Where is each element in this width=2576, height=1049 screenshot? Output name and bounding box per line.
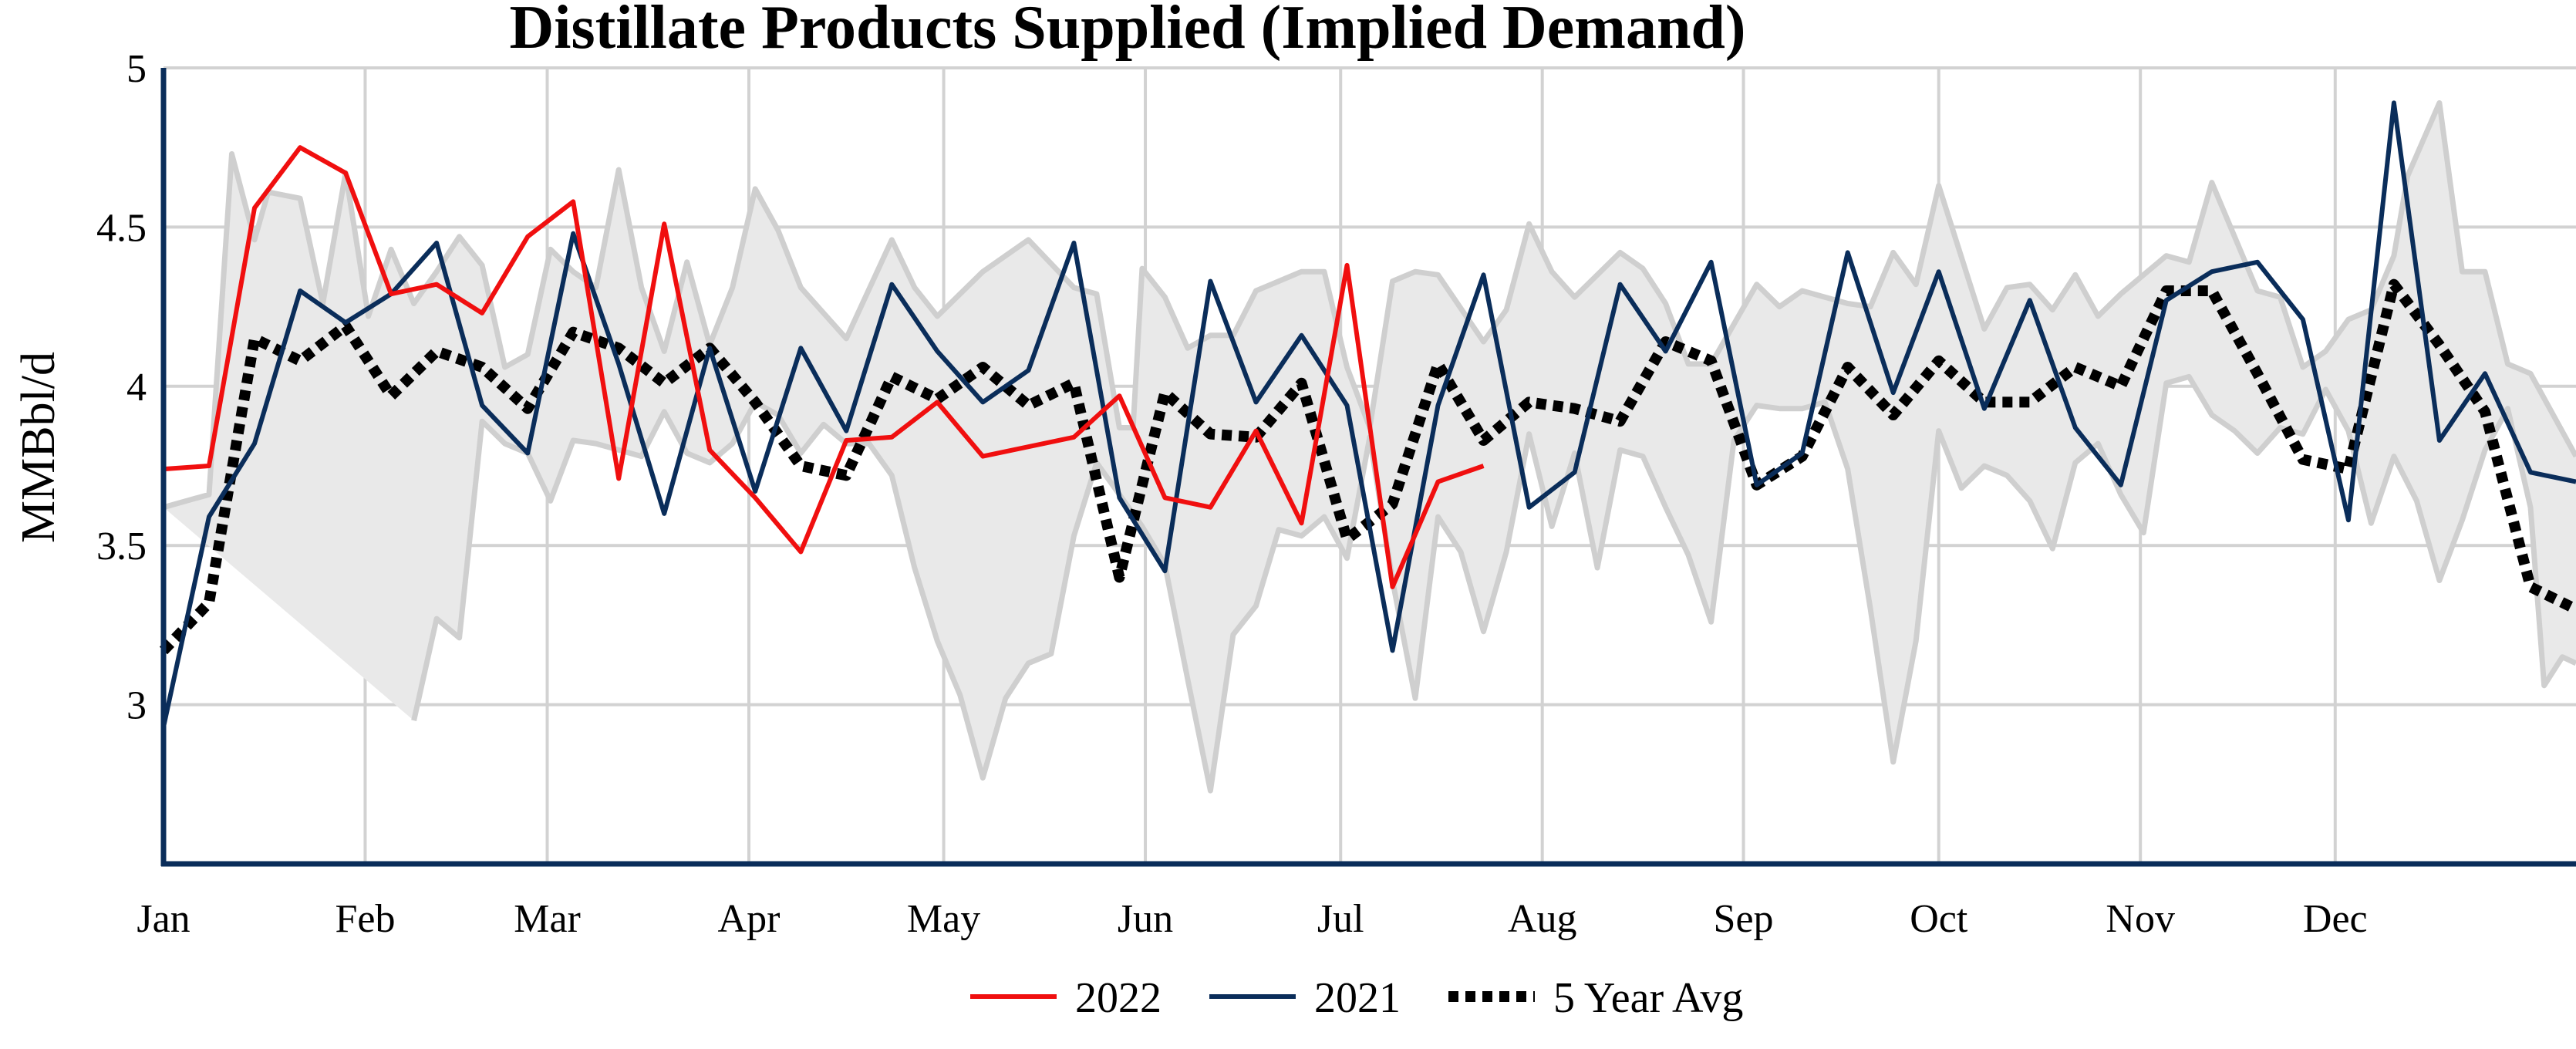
x-tick-label: Jun [1118,897,1173,941]
y-axis-label: MMBbl/d [12,352,65,543]
y-tick-label: 4.5 [96,206,147,250]
legend-label: 5 Year Avg [1553,974,1743,1022]
y-tick-label: 3 [126,684,147,728]
y-tick-label: 4 [126,366,147,410]
x-tick-label: Oct [1910,897,1968,941]
x-tick-label: May [907,897,980,941]
series-line-2022 [163,145,1485,589]
x-tick-label: Aug [1508,897,1577,941]
x-tick-label: Dec [2303,897,2368,941]
y-tick-label: 5 [126,47,147,91]
legend-label: 2021 [1314,974,1401,1022]
legend-label: 2022 [1075,974,1162,1022]
x-tick-label: Jan [137,897,190,941]
chart-title: Distillate Products Supplied (Implied De… [509,0,1745,62]
x-tick-label: Mar [514,897,581,941]
x-tick-label: Nov [2106,897,2175,941]
legend: 2022 2021 5 Year Avg [970,974,1743,1022]
series-line-2021 [161,100,2576,728]
axes [160,68,2576,867]
x-tick-label: Sep [1714,897,1774,941]
range-band [163,100,2576,794]
x-tick-label: Apr [718,897,781,941]
series-lines [159,100,2576,728]
tick-labels: 3 3.5 4 4.5 5 Jan Feb Mar Apr May Jun Jul Aug Sep Oct N… [96,47,2368,941]
y-tick-label: 3.5 [96,524,147,568]
x-tick-label: Jul [1317,897,1364,941]
range-band-fill [164,103,2576,791]
x-tick-label: Feb [335,897,395,941]
